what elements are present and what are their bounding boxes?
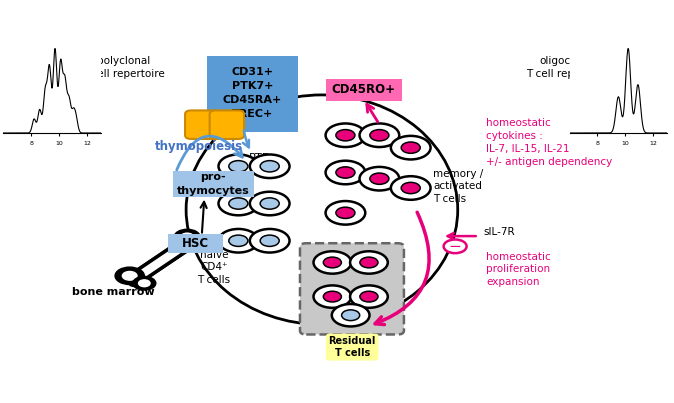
- Circle shape: [401, 142, 421, 153]
- Text: naive
CD4⁺
T cells: naive CD4⁺ T cells: [197, 250, 231, 285]
- Text: CD45RO+: CD45RO+: [332, 83, 396, 96]
- FancyArrowPatch shape: [243, 130, 249, 147]
- Circle shape: [324, 291, 342, 302]
- Text: HSC: HSC: [181, 237, 208, 250]
- Circle shape: [250, 154, 290, 178]
- Circle shape: [336, 130, 355, 141]
- Circle shape: [391, 136, 431, 160]
- Circle shape: [115, 267, 144, 285]
- Circle shape: [443, 239, 466, 253]
- Text: RTE: RTE: [249, 153, 270, 162]
- Text: pro-
thymocytes: pro- thymocytes: [177, 172, 249, 195]
- Circle shape: [139, 280, 150, 287]
- Text: sIL-7R: sIL-7R: [484, 227, 516, 237]
- Circle shape: [228, 161, 248, 172]
- Circle shape: [133, 276, 156, 290]
- Circle shape: [326, 201, 365, 224]
- FancyArrowPatch shape: [201, 202, 207, 233]
- Circle shape: [359, 123, 399, 147]
- Circle shape: [350, 285, 388, 308]
- Circle shape: [228, 235, 248, 246]
- FancyBboxPatch shape: [300, 243, 404, 334]
- Text: CD31+
PTK7+
CD45RA+
TREC+: CD31+ PTK7+ CD45RA+ TREC+: [223, 67, 282, 119]
- Circle shape: [195, 241, 206, 247]
- Text: polyclonal
T cell repertoire: polyclonal T cell repertoire: [82, 56, 165, 79]
- Circle shape: [218, 154, 258, 178]
- Text: homeostatic
proliferation
expansion: homeostatic proliferation expansion: [487, 251, 551, 287]
- Circle shape: [336, 207, 355, 218]
- Circle shape: [218, 229, 258, 253]
- Circle shape: [342, 310, 360, 321]
- Text: memory /
activated
T cells: memory / activated T cells: [433, 169, 483, 204]
- Circle shape: [370, 173, 389, 184]
- Circle shape: [250, 192, 290, 215]
- FancyArrowPatch shape: [177, 136, 243, 170]
- Circle shape: [326, 161, 365, 184]
- Circle shape: [189, 237, 212, 251]
- Circle shape: [260, 161, 279, 172]
- Text: homeostatic
cytokines :
IL-7, IL-15, IL-21
+/- antigen dependency: homeostatic cytokines : IL-7, IL-15, IL-…: [487, 118, 613, 166]
- Circle shape: [359, 167, 399, 191]
- Circle shape: [326, 123, 365, 147]
- Text: −: −: [449, 239, 462, 254]
- FancyBboxPatch shape: [168, 234, 222, 253]
- Circle shape: [313, 251, 351, 274]
- FancyBboxPatch shape: [173, 171, 254, 197]
- Circle shape: [350, 251, 388, 274]
- FancyBboxPatch shape: [326, 79, 402, 101]
- Circle shape: [332, 304, 369, 326]
- Circle shape: [401, 182, 421, 194]
- FancyBboxPatch shape: [185, 110, 220, 139]
- Text: bone marrow: bone marrow: [71, 287, 154, 297]
- Circle shape: [360, 257, 378, 268]
- Text: Residual
T cells: Residual T cells: [328, 337, 376, 358]
- Circle shape: [360, 291, 378, 302]
- Circle shape: [174, 229, 200, 245]
- Circle shape: [260, 198, 279, 209]
- Circle shape: [260, 235, 279, 246]
- Circle shape: [370, 130, 389, 141]
- Circle shape: [181, 233, 193, 241]
- Text: thymopoiesis: thymopoiesis: [155, 139, 243, 153]
- FancyArrowPatch shape: [375, 212, 429, 324]
- Circle shape: [228, 198, 248, 209]
- Circle shape: [218, 192, 258, 215]
- Circle shape: [324, 257, 342, 268]
- Circle shape: [250, 229, 290, 253]
- Text: oligoclonal
T cell repertoire: oligoclonal T cell repertoire: [526, 56, 609, 79]
- Circle shape: [391, 176, 431, 200]
- FancyBboxPatch shape: [207, 56, 299, 132]
- Circle shape: [313, 285, 351, 308]
- Ellipse shape: [186, 95, 458, 324]
- Circle shape: [123, 272, 137, 280]
- FancyBboxPatch shape: [210, 110, 244, 139]
- Circle shape: [336, 167, 355, 178]
- FancyArrowPatch shape: [448, 233, 476, 239]
- FancyArrowPatch shape: [367, 104, 378, 122]
